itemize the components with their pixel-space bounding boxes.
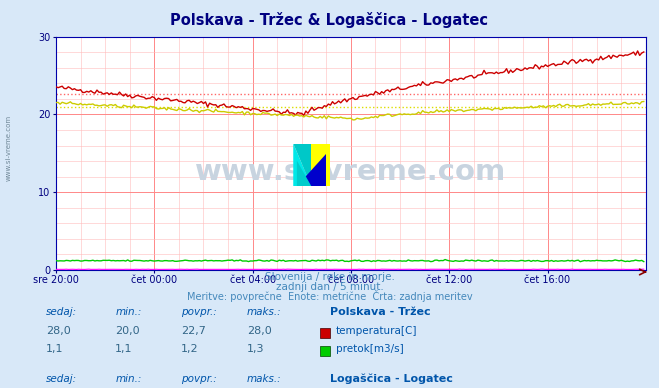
Text: 28,0: 28,0 bbox=[46, 326, 71, 336]
Text: temperatura[C]: temperatura[C] bbox=[336, 326, 418, 336]
Text: Meritve: povprečne  Enote: metrične  Črta: zadnja meritev: Meritve: povprečne Enote: metrične Črta:… bbox=[186, 289, 473, 301]
Text: maks.:: maks.: bbox=[247, 307, 282, 317]
Text: Polskava - Tržec: Polskava - Tržec bbox=[330, 307, 430, 317]
Text: povpr.:: povpr.: bbox=[181, 307, 217, 317]
Polygon shape bbox=[312, 144, 330, 186]
Text: Polskava - Tržec & Logaščica - Logatec: Polskava - Tržec & Logaščica - Logatec bbox=[171, 12, 488, 28]
Text: 22,7: 22,7 bbox=[181, 326, 206, 336]
Text: 1,3: 1,3 bbox=[247, 344, 265, 354]
Text: zadnji dan / 5 minut.: zadnji dan / 5 minut. bbox=[275, 282, 384, 292]
Text: Logaščica - Logatec: Logaščica - Logatec bbox=[330, 374, 452, 384]
Text: 1,1: 1,1 bbox=[115, 344, 133, 354]
Text: 1,1: 1,1 bbox=[46, 344, 64, 354]
Text: min.:: min.: bbox=[115, 307, 142, 317]
Text: sedaj:: sedaj: bbox=[46, 374, 77, 384]
Text: sedaj:: sedaj: bbox=[46, 307, 77, 317]
Text: 20,0: 20,0 bbox=[115, 326, 140, 336]
Text: 1,2: 1,2 bbox=[181, 344, 199, 354]
Text: www.si-vreme.com: www.si-vreme.com bbox=[195, 158, 507, 186]
Text: Slovenija / reke in morje.: Slovenija / reke in morje. bbox=[264, 272, 395, 282]
Polygon shape bbox=[297, 161, 312, 186]
Text: www.si-vreme.com: www.si-vreme.com bbox=[5, 114, 12, 180]
Text: povpr.:: povpr.: bbox=[181, 374, 217, 384]
Polygon shape bbox=[297, 154, 326, 186]
Text: 28,0: 28,0 bbox=[247, 326, 272, 336]
Text: maks.:: maks.: bbox=[247, 374, 282, 384]
Text: pretok[m3/s]: pretok[m3/s] bbox=[336, 344, 404, 354]
Text: min.:: min.: bbox=[115, 374, 142, 384]
Polygon shape bbox=[293, 144, 312, 186]
Polygon shape bbox=[293, 144, 312, 186]
